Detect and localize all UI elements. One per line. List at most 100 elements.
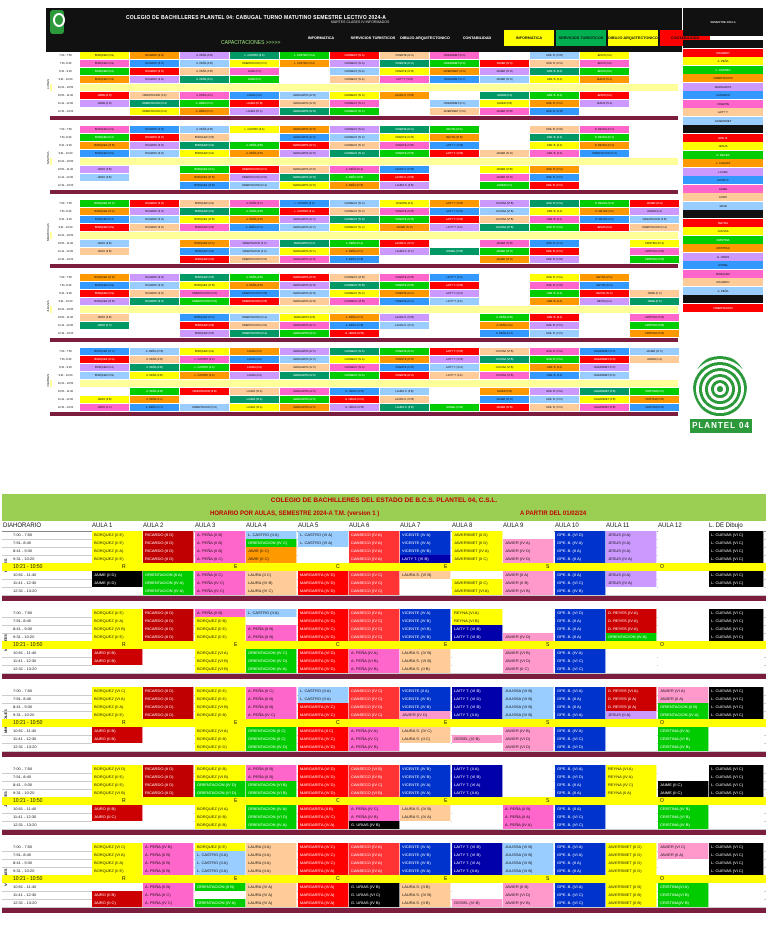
top-class-cell: A. PEÑA (IV C) [330, 248, 380, 255]
top-time-cell: 7:00 - 7:50 [52, 52, 80, 59]
top-class-cell: GPE. B. (VI C) [530, 330, 580, 337]
aulas-class-cell: JAIRO (II B) [92, 649, 143, 657]
aulas-class-cell: A. PEÑA (IV C) [246, 711, 297, 719]
top-class-cell: JAIRO (II B) [80, 174, 130, 181]
aulas-class-cell [143, 805, 194, 813]
aulas-class-cell: A. PEÑA (IV C) [349, 805, 400, 813]
top-class-cell: LAURA (II A) [230, 372, 280, 379]
aulas-time-cell: 11:41 - 12:30 [13, 658, 37, 663]
aulas-class-cell: JAVIER (IV D) [503, 555, 554, 563]
aulas-class-cell: GPE. B. (VI A) [555, 883, 606, 891]
aulas-column-header: AULA 4 [246, 523, 267, 529]
top-class-cell: ORIENTACION (IV D) [180, 290, 230, 297]
aulas-class-cell: RICARDO (II D) [143, 609, 194, 617]
aulas-class-cell: L. CASTRO (II A) [298, 695, 349, 703]
aulas-class-cell [452, 665, 503, 673]
aulas-class-cell: GPE. B. (II A) [555, 789, 606, 797]
top-class-cell: GPE. B. (VI C) [530, 248, 580, 255]
top-class-cell: RICARDO (II D) [130, 142, 180, 149]
top-class-cell: BORQUEZ (II E) [180, 200, 230, 207]
top-class-cell: BORQUEZ (II B) [180, 134, 230, 141]
aulas-class-cell: L. CUEVAS (VI C) [709, 695, 764, 703]
aulas-row: 11:41 - 12:30 JAIRO (II C) BORQUEZ (II B) O… [2, 813, 766, 822]
recess-row: 10:21 - 10:50 R E C E S O [2, 563, 766, 571]
aulas-class-cell: VICENTE (IV B) [400, 617, 451, 625]
aulas-class-cell: JAVIER (VI D) [503, 735, 554, 743]
aulas-class-cell: JAIRO (II C) [92, 813, 143, 821]
side-panel-row: REYNA [683, 218, 763, 227]
top-class-cell: L. CASTRO (VI A) [280, 52, 330, 59]
aulas-class-cell: LAURA S. (IV C) [400, 727, 451, 735]
recess-time: 10:21 - 10:50 [13, 876, 43, 882]
aulas-class-cell: MARGARITA (IV C) [298, 843, 349, 851]
aulas-class-cell: CRISTINA (VI B) [658, 813, 709, 821]
side-panel-row: JESUS [683, 142, 763, 150]
aulas-class-cell: JAVIER (II C) [503, 665, 554, 673]
top-class-cell: GPE. B. (IV B) [530, 108, 580, 115]
top-class-cell: REYNA (II A) [580, 298, 630, 305]
aulas-class-cell: A. PEÑA (II B) [246, 703, 297, 711]
top-class-cell: MARGARITA (VI D) [280, 274, 330, 281]
aulas-class-cell: A. PEÑA (IV C) [195, 579, 246, 587]
aulas-class-cell: GPE. B. (II A) [555, 859, 606, 867]
top-schedule-row: 7:00 - 7:50 BORQUEZ (VI C) RICARDO (II D) B… [50, 200, 680, 207]
aulas-class-cell: MARGARITA (IV C) [298, 813, 349, 821]
top-schedule-row: 8:41 - 9:30 BORQUEZ (VI B) RICARDO (II D) B… [50, 142, 680, 149]
aulas-class-cell: BORQUEZ (II A) [92, 703, 143, 711]
top-time-cell: 7:00 - 7:50 [52, 200, 80, 207]
top-class-cell: BORQUEZ (II A) [80, 134, 130, 141]
top-class-cell: A. PEÑA (VI B) [330, 174, 380, 181]
top-schedule-row: 7:00 - 7:50 BORQUEZ (VI D) RICARDO (II D) B… [50, 274, 680, 281]
top-class-cell: BORQUEZ (VI D) [80, 274, 130, 281]
top-schedule-row: 10:21 - 10:50 [50, 380, 678, 387]
aulas-column-header: AULA 6 [349, 523, 370, 529]
recess-letter: E [444, 564, 448, 570]
side-panel-row: L. CUEVAS [683, 159, 763, 167]
top-class-cell [630, 60, 680, 67]
recess-letter: R [122, 720, 126, 726]
aulas-class-cell: LAURA (IV C) [246, 587, 297, 595]
aulas-class-cell: BORQUEZ (II E) [92, 781, 143, 789]
top-class-cell: GPE. B. (VI A) [530, 356, 580, 363]
aulas-time-cell: 11:41 - 12:30 [13, 580, 37, 585]
aulas-class-cell: A. PEÑA (II B) [143, 883, 194, 891]
top-class-cell: BORQUEZ (VI B) [180, 174, 230, 181]
aulas-class-cell: LAURA (II A) [246, 859, 297, 867]
aulas-class-cell [92, 821, 143, 829]
top-class-cell: A. PEÑA (IV B) [330, 322, 380, 329]
top-schedule-row: 10:51 - 11:40 JAIME (II D) ORIENTACION (II… [50, 92, 680, 99]
top-class-cell: BORQUEZ (VI A) [80, 208, 130, 215]
top-time-cell: 10:21 - 10:50 [52, 232, 80, 239]
top-class-cell: RICARDO (II D) [130, 298, 180, 305]
top-class-cell: JAVIER (VI B) [480, 108, 530, 115]
aulas-class-cell: BORQUEZ (II E) [92, 531, 143, 539]
top-class-cell [130, 182, 180, 189]
top-class-cell: VICENTE (IV B) [380, 150, 430, 157]
recess-letter: O [660, 564, 664, 570]
aulas-class-cell: JAVERSMET (IV A) [452, 547, 503, 555]
aulas-class-cell: REYNA (VI A) [606, 765, 657, 773]
aulas-class-cell [606, 821, 657, 829]
aulas-class-cell [709, 883, 764, 891]
top-class-cell: JAIME (II C) [630, 298, 680, 305]
aulas-class-cell [92, 883, 143, 891]
top-class-cell: BORQUEZ (VI B) [80, 298, 130, 305]
top-class-cell: VICENTE (IV A) [380, 348, 430, 355]
top-class-cell: GPE. B. (II A) [530, 298, 580, 305]
aulas-class-cell: LAITY T. (VI A) [452, 859, 503, 867]
top-class-cell: MARGARITA (IV D) [280, 134, 330, 141]
aulas-class-cell: L. CUEVAS (VI C) [709, 851, 764, 859]
top-day-separator [50, 412, 678, 416]
top-class-cell: RICARDO (II D) [130, 68, 180, 75]
top-class-cell: MARGARITA (IV A) [280, 404, 330, 411]
aulas-column-header: AULA 3 [195, 523, 216, 529]
aulas-class-cell: BORQUEZ (VI B) [92, 625, 143, 633]
top-class-cell [130, 248, 180, 255]
aulas-class-cell: GPE. B. (IV B) [555, 587, 606, 595]
aulas-time-cell: 7:00 - 7:50 [13, 844, 33, 849]
top-class-cell [580, 256, 630, 263]
top-class-cell: JULISSA (VI B) [480, 356, 530, 363]
aulas-class-cell: L. CASTRO (VI A) [298, 539, 349, 547]
recess-letter: E [234, 720, 238, 726]
aulas-class-cell: LAURA S. (IV B) [400, 891, 451, 899]
